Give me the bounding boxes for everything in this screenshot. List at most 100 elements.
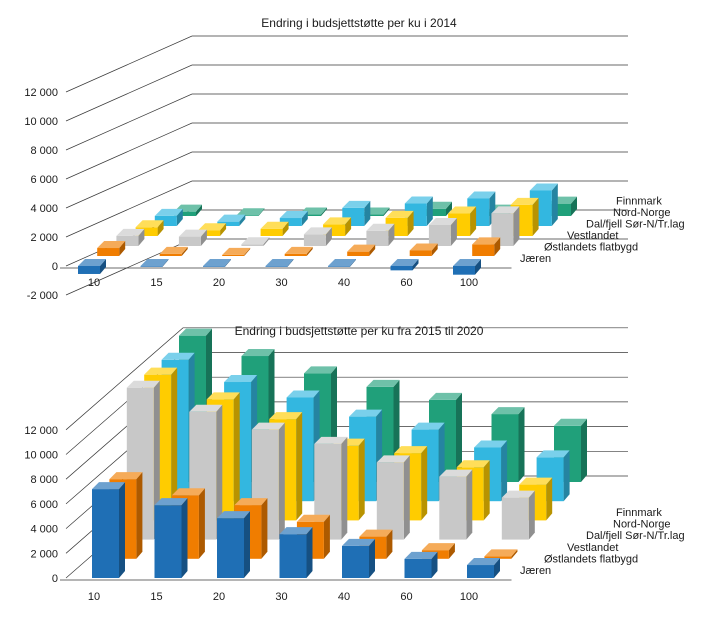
bar-j-ren-40 — [328, 259, 356, 267]
bar-side — [261, 498, 268, 559]
bar-nord-norge-15 — [217, 214, 246, 226]
bar-top — [269, 412, 303, 420]
bar-side — [450, 217, 457, 246]
bar-nord-norge-10 — [154, 208, 183, 226]
bar-side — [475, 259, 481, 275]
bar-top — [154, 208, 183, 216]
bar-top — [279, 527, 313, 535]
bar-top — [501, 490, 535, 498]
bar-j-ren-10 — [92, 482, 125, 578]
bar-top — [404, 196, 433, 204]
bar-top — [366, 379, 400, 387]
bar-stlandets-flatbygd-10 — [97, 241, 126, 256]
bar-side — [383, 207, 390, 216]
bar-top — [265, 259, 294, 266]
bar-front — [241, 244, 264, 246]
bar-j-ren-20 — [217, 511, 250, 578]
bar-top — [135, 220, 164, 228]
bar-side — [282, 221, 289, 236]
y-tick-label: 8 000 — [30, 145, 58, 157]
bar-top — [314, 436, 348, 444]
bar-vestlandet-20 — [241, 237, 270, 246]
gridline — [65, 327, 628, 431]
y-tick-label: 6 000 — [30, 499, 58, 511]
bar-vestlandet-10 — [116, 228, 145, 246]
bar-top — [260, 221, 289, 229]
bar-side — [278, 422, 285, 540]
bar-front — [428, 224, 451, 246]
bar-side — [306, 527, 313, 578]
bar-front — [222, 254, 245, 256]
x-category-label: 40 — [338, 277, 350, 289]
bar-finnmark-15 — [236, 208, 265, 216]
bar-side — [216, 404, 223, 540]
bar-top — [467, 558, 500, 566]
bar-top — [97, 241, 126, 249]
x-category-label: 15 — [150, 591, 162, 603]
series-label-vestlandet: Vestlandet — [567, 230, 618, 242]
bar-side — [350, 259, 356, 267]
bar-side — [532, 197, 539, 236]
bar-front — [472, 244, 495, 256]
bar-top — [303, 227, 332, 235]
x-category-label: 100 — [460, 591, 478, 603]
bar-side — [244, 511, 250, 578]
bar-front — [404, 558, 432, 578]
bar-side — [448, 543, 455, 559]
chart-title: Endring i budsjettstøtte per ku i 2014 — [261, 16, 457, 30]
bar-dal-fjell-s-r-n-tr-lag-20 — [260, 221, 289, 236]
x-category-label: 10 — [88, 591, 100, 603]
series-label-dal-fjell-s-r-n-tr-lag: Dal/fjell Sør-N/Tr.lag — [586, 530, 685, 542]
bar-front — [501, 497, 529, 540]
bar-side — [386, 529, 393, 559]
bar-dal-fjell-s-r-n-tr-lag-30 — [323, 217, 352, 236]
bar-side — [181, 246, 188, 256]
bar-side — [301, 211, 308, 226]
bar-top — [385, 210, 414, 218]
bar-top — [428, 217, 457, 225]
bar-side — [369, 244, 376, 256]
bar-j-ren-30 — [265, 259, 294, 267]
x-category-label: 60 — [400, 591, 412, 603]
y-tick-label: 2 000 — [30, 232, 58, 244]
bar-front — [135, 227, 158, 236]
chart-title: Endring i budsjettstøtte per ku fra 2015… — [235, 324, 484, 338]
y-axis-ticks: 0 2 000 4 000 6 000 8 000 10 000 12 000 — [24, 425, 58, 585]
y-tick-label: 8 000 — [30, 474, 58, 486]
bar-side — [157, 220, 164, 236]
bar-side — [220, 223, 227, 236]
bar-side — [198, 488, 205, 559]
bar-side — [412, 259, 419, 271]
bar-side — [466, 469, 473, 540]
bar-vestlandet-30 — [303, 227, 332, 246]
bar-front — [279, 218, 302, 226]
bar-nord-norge-20 — [279, 211, 308, 226]
bar-top — [404, 551, 438, 559]
bar-vestlandet-15 — [178, 229, 207, 246]
y-tick-label: 2 000 — [30, 548, 58, 560]
bar-stlandets-flatbygd-30 — [284, 246, 313, 256]
bar-j-ren-100 — [453, 259, 481, 275]
chart-2014: Endring i budsjettstøtte per ku i 2014 -… — [24, 16, 684, 302]
bar-top — [342, 200, 371, 208]
bar-side — [369, 538, 375, 578]
bar-side — [511, 549, 518, 559]
bar-side — [162, 259, 169, 267]
bar-side — [321, 207, 327, 216]
bar-top — [474, 440, 508, 448]
bar-top — [439, 469, 473, 477]
bar-vestlandet-40 — [366, 223, 395, 246]
bar-front — [260, 228, 283, 236]
bar-stlandets-flatbygd-15 — [159, 246, 188, 256]
bar-front — [159, 253, 182, 256]
bar-side — [341, 436, 348, 540]
bar-side — [426, 196, 433, 226]
bar-side — [407, 210, 414, 236]
bar-front — [376, 462, 404, 540]
bar-top — [178, 229, 207, 237]
bar-front — [328, 266, 350, 267]
bar-top — [222, 247, 251, 255]
bar-side — [403, 455, 410, 540]
